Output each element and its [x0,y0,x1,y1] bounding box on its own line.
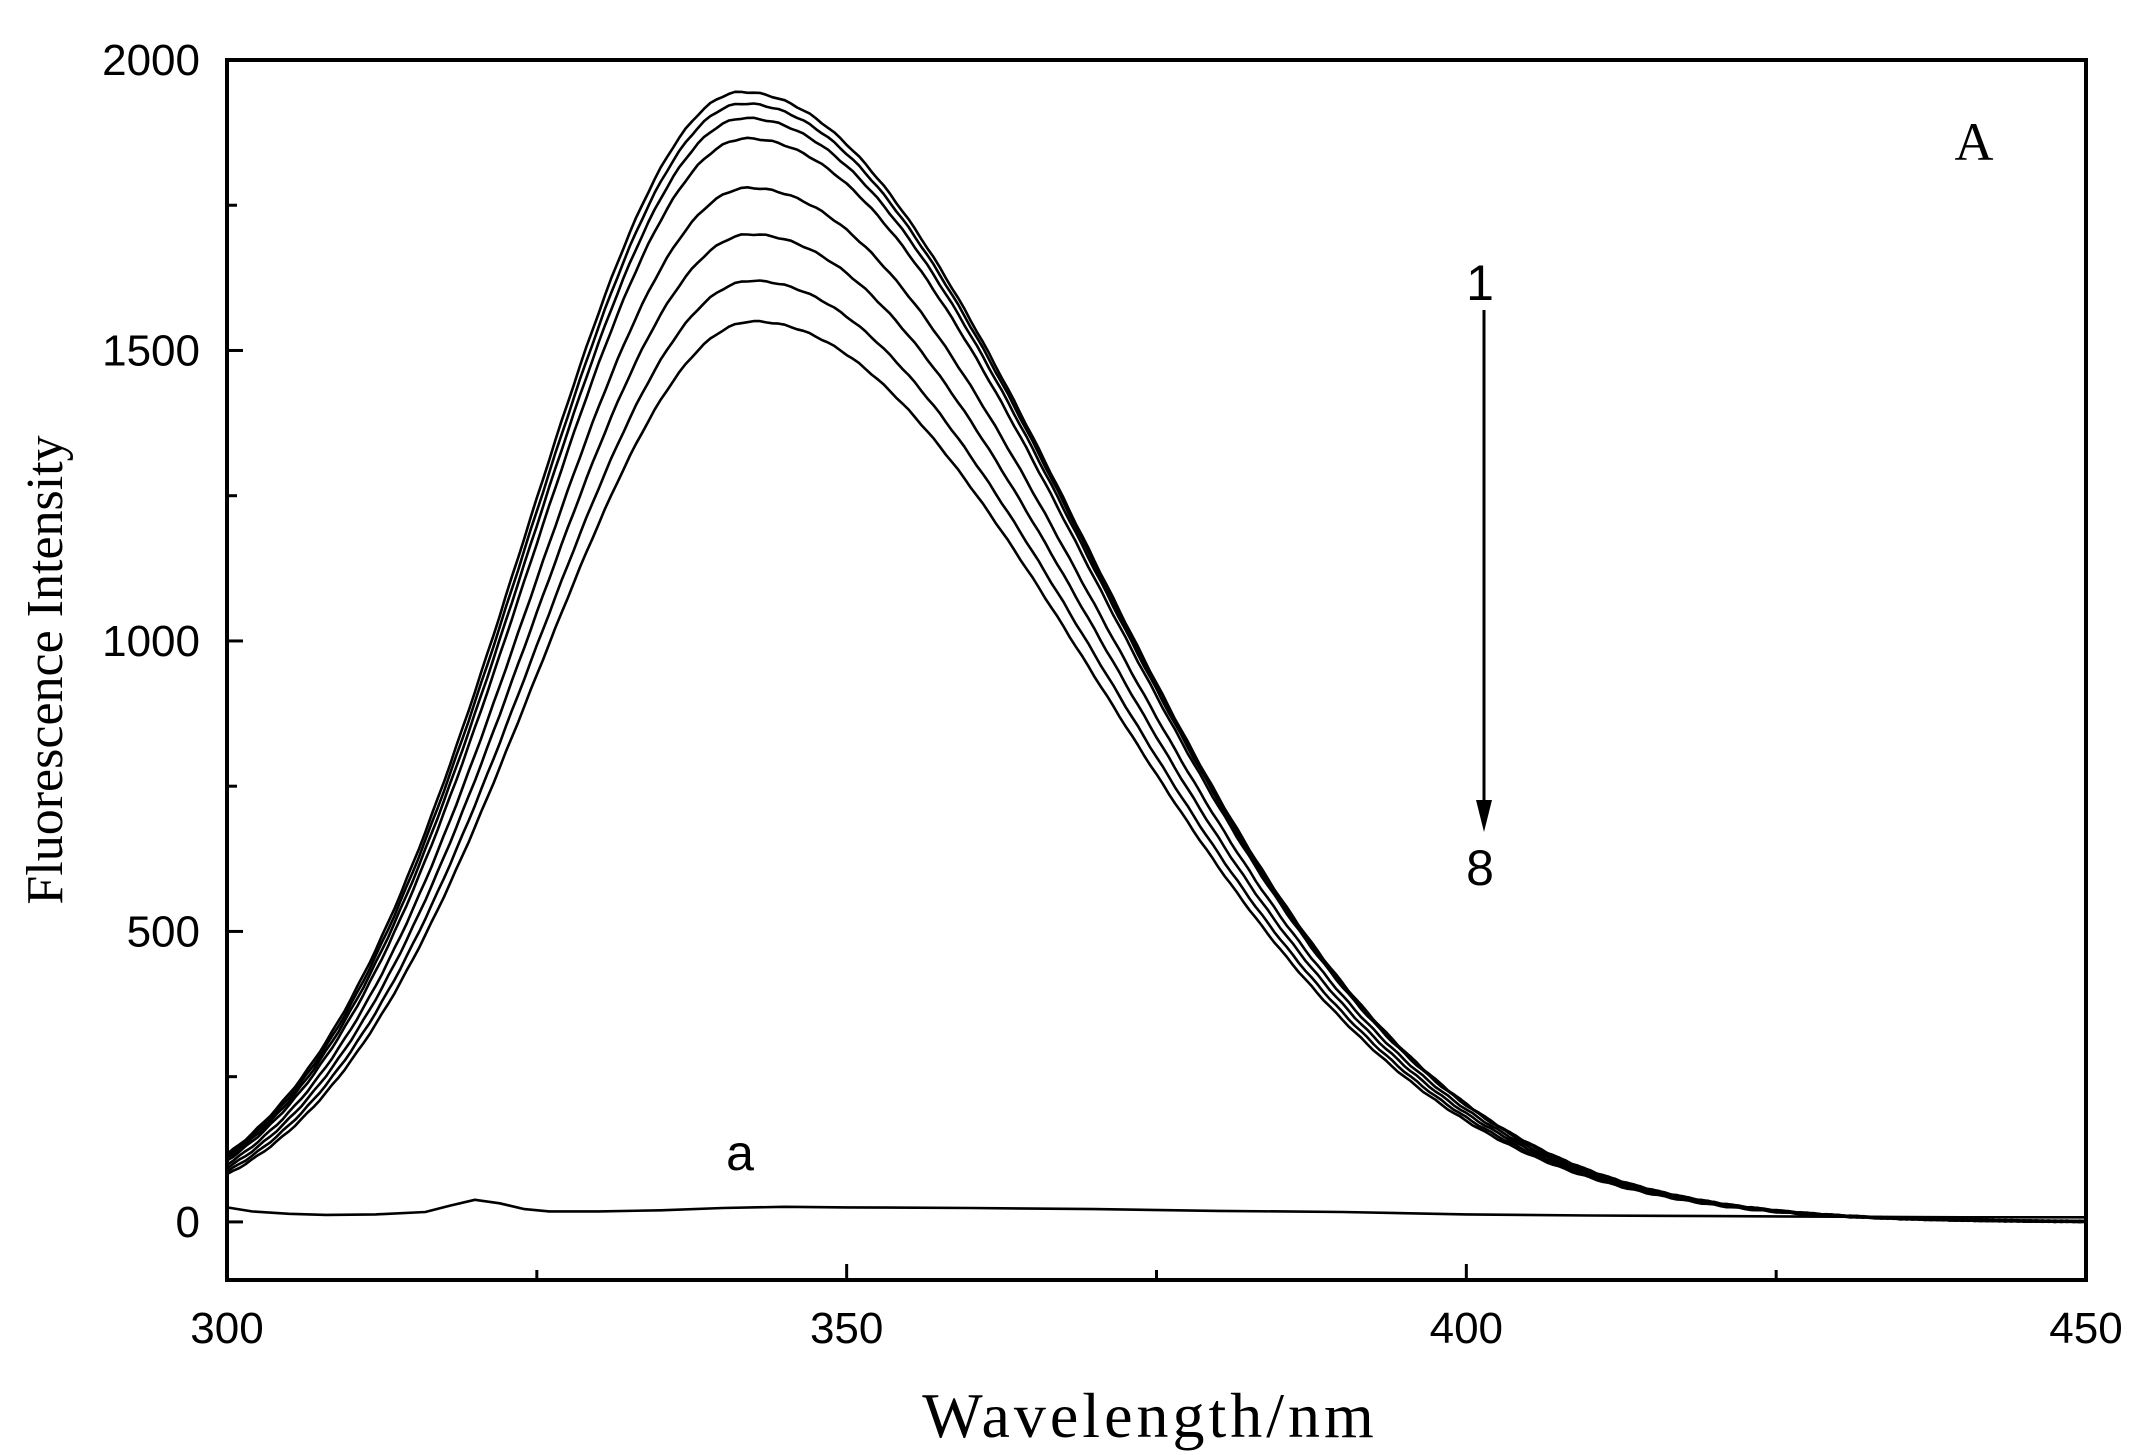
y-tick-label: 1500 [102,326,200,375]
y-axis-title: Fluorescence Intensity [17,435,74,904]
x-tick-label: 400 [1430,1304,1503,1353]
x-tick-label: 450 [2049,1304,2122,1353]
series-8 [226,319,2087,1224]
arrow-start-label: 1 [1466,255,1494,311]
series-a [226,1198,2086,1219]
trend-arrow-head [1476,800,1492,832]
series-4 [226,136,2087,1224]
x-tick-label: 300 [190,1304,263,1353]
y-tick-label: 2000 [102,36,200,85]
series-5 [226,186,2087,1224]
x-tick-label: 350 [810,1304,883,1353]
x-axis-title: Wavelength/nm [922,1380,1378,1451]
series-2 [226,102,2087,1224]
series-1 [226,90,2087,1224]
panel-label: A [1955,112,1994,172]
arrow-end-label: 8 [1466,840,1494,896]
y-tick-label: 0 [176,1198,200,1247]
baseline-label: a [726,1125,754,1181]
y-tick-label: 500 [127,907,200,956]
y-tick-label: 1000 [102,617,200,666]
